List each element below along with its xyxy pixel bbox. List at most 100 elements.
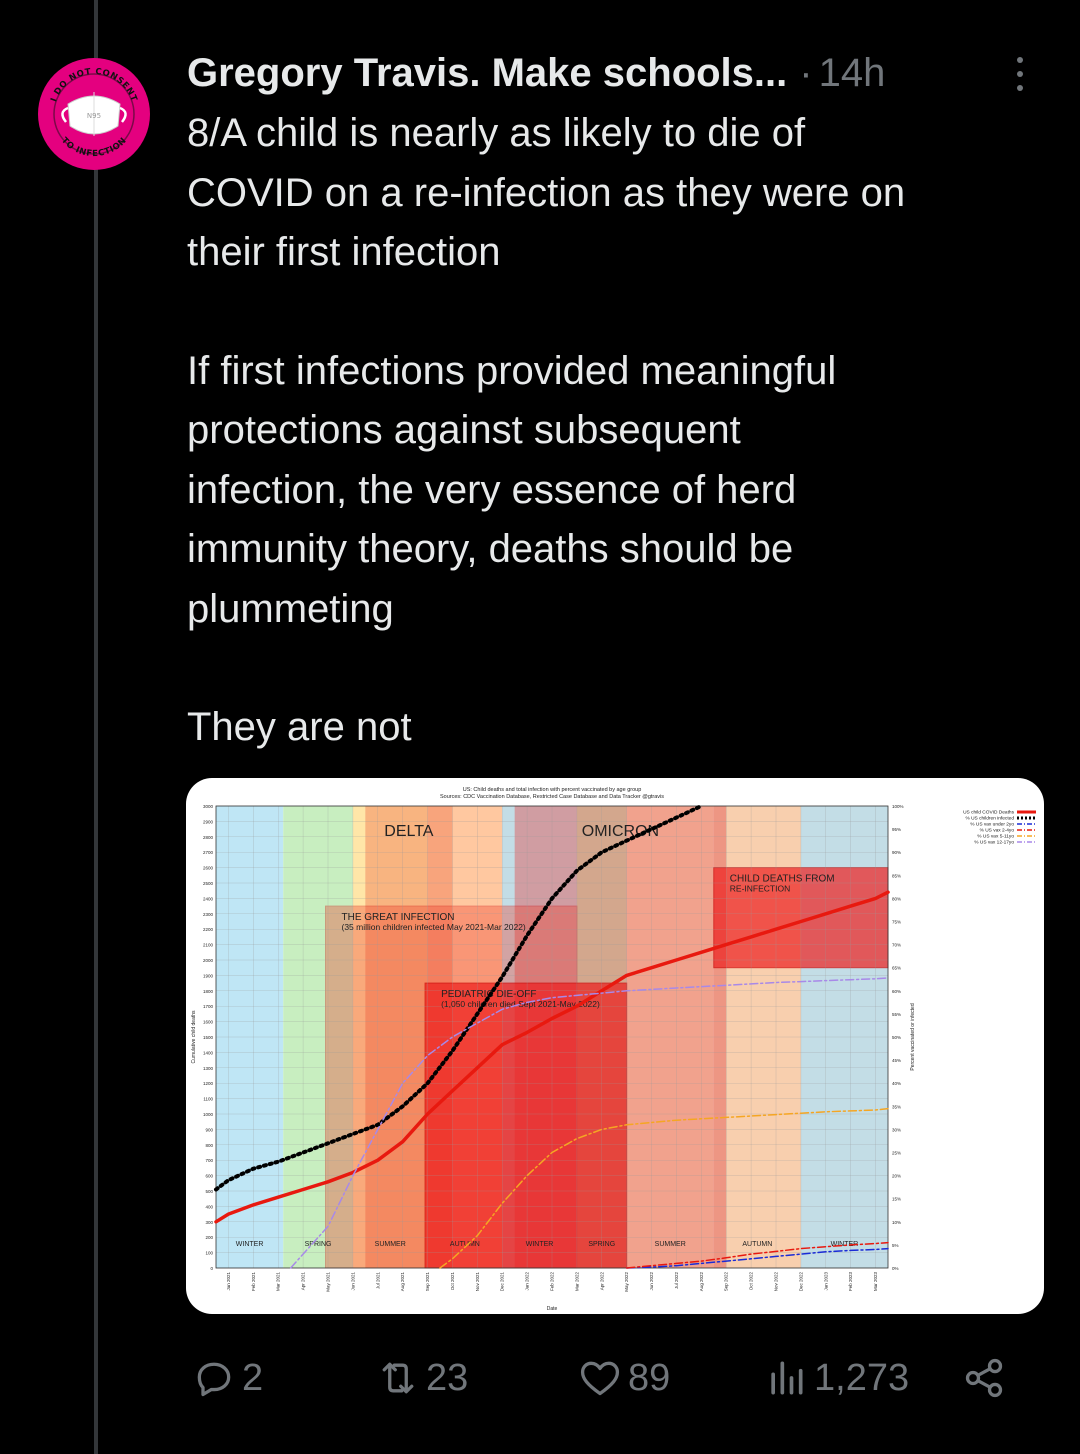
y-tick-label: 2600 (203, 866, 214, 871)
variant-label: DELTA (384, 823, 434, 840)
annotation-label: THE GREAT INFECTION (342, 912, 455, 923)
season-label: SPRING (305, 1241, 332, 1248)
annotation-label: RE-INFECTION (730, 884, 790, 894)
like-count: 89 (628, 1356, 671, 1399)
y-tick-label: 200 (205, 1235, 213, 1240)
chart: WINTER SPRING SUMMER AUTUMN WINTER SPRING SUMM… (191, 787, 1036, 1312)
tweet-text-line: immunity theory, deaths should be (187, 527, 794, 571)
x-tick-label: Jan 2021 (226, 1272, 231, 1291)
x-tick-label: Jun 2022 (649, 1272, 654, 1291)
y2-tick-label: 5% (892, 1243, 899, 1248)
mask-badge-icon: N95 (61, 92, 127, 136)
views-chart-icon (771, 1361, 803, 1395)
series-line (439, 1107, 889, 1269)
legend-label: % US vax 5-11yo (977, 834, 1014, 840)
series-line (214, 890, 890, 1224)
y-tick-label: 1600 (203, 1020, 214, 1025)
chart-subtitle: Sources: CDC Vaccination Database, Restr… (440, 794, 664, 800)
x-tick-label: Sep 2021 (425, 1272, 430, 1292)
author-name[interactable]: Gregory Travis. Make schools... (187, 50, 788, 95)
x-tick-label: Feb 2022 (550, 1272, 555, 1292)
more-dots-vertical-icon[interactable] (1010, 54, 1030, 94)
tweet-text-line: 8/A child is nearly as likely to die of (187, 111, 806, 155)
season-label: WINTER (236, 1241, 264, 1248)
y-tick-label: 1100 (203, 1097, 213, 1102)
x-tick-label: Oct 2022 (749, 1272, 754, 1291)
y-tick-label: 1800 (203, 989, 214, 994)
y2-tick-label: 40% (892, 1081, 901, 1086)
tweet-text-line: protections against subsequent (187, 408, 741, 452)
heart-icon (580, 1361, 620, 1396)
x-tick-label: Aug 2021 (400, 1272, 405, 1292)
y-tick-label: 3000 (203, 804, 214, 809)
y-tick-label: 1700 (203, 1004, 214, 1009)
x-tick-label: Sep 2022 (724, 1272, 729, 1292)
share-button[interactable] (962, 1346, 1012, 1410)
series-line (289, 977, 889, 1269)
y-tick-label: 1500 (203, 1035, 214, 1040)
x-tick-label: Nov 2022 (774, 1272, 779, 1292)
views-count: 1,273 (814, 1356, 910, 1399)
y-tick-label: 900 (205, 1127, 213, 1132)
thread-line (94, 0, 98, 1454)
y2-tick-label: 45% (892, 1058, 901, 1063)
x-tick-label: Apr 2022 (599, 1272, 604, 1291)
legend-label: % US children infected (965, 816, 1014, 822)
y-tick-label: 2200 (203, 927, 214, 932)
y2-tick-label: 65% (892, 966, 901, 971)
season-label: SPRING (588, 1241, 615, 1248)
annotation-label: (1,050 children died Sept 2021-May 2022) (441, 999, 600, 1009)
y2-tick-label: 95% (892, 827, 901, 832)
y-tick-label: 2800 (203, 835, 214, 840)
y2-tick-label: 0% (892, 1266, 899, 1271)
y-axis-label: Cumulative child deaths (191, 1010, 197, 1064)
y2-tick-label: 90% (892, 850, 901, 855)
avatar[interactable]: I DO NOT CONSENT TO INFECTION N95 (36, 56, 152, 172)
reply-button[interactable]: 2 (192, 1346, 263, 1410)
header-separator: · (799, 50, 813, 95)
tweet-actions: 2 23 89 1,273 (186, 1346, 1016, 1410)
x-tick-label: Jan 2023 (823, 1272, 828, 1291)
tweet-text-line: infection, the very essence of herd (187, 467, 797, 512)
annotation-box (424, 982, 628, 1269)
y2-tick-label: 25% (892, 1151, 901, 1156)
series-line (625, 1241, 889, 1269)
y2-tick-label: 60% (892, 989, 901, 994)
y2-tick-label: 75% (892, 920, 901, 925)
views-button[interactable]: 1,273 (764, 1346, 909, 1410)
y-tick-label: 600 (205, 1174, 213, 1179)
season-label: SUMMER (375, 1241, 406, 1248)
season-label: WINTER (526, 1241, 554, 1248)
y-tick-label: 2000 (203, 958, 214, 963)
y2-tick-label: 15% (892, 1197, 901, 1202)
season-label: AUTUMN (742, 1241, 772, 1248)
reply-count: 2 (242, 1356, 264, 1399)
retweet-count: 23 (426, 1356, 469, 1399)
tweet-media-chart[interactable]: WINTER SPRING SUMMER AUTUMN WINTER SPRING SUMM… (186, 778, 1044, 1314)
x-tick-label: Dec 2021 (500, 1272, 505, 1292)
y-tick-label: 2700 (203, 850, 214, 855)
y-tick-label: 2500 (203, 881, 214, 886)
y2-tick-label: 35% (892, 1104, 901, 1109)
share-icon (965, 1358, 1003, 1398)
like-button[interactable]: 89 (578, 1346, 670, 1410)
annotation-label: CHILD DEATHS FROM (730, 874, 835, 885)
retweet-button[interactable]: 23 (376, 1346, 468, 1410)
retweet-icon (382, 1362, 414, 1394)
x-tick-label: Jul 2022 (674, 1272, 679, 1290)
legend-label: % US vax 12-17yo (974, 840, 1014, 846)
tweet-timestamp[interactable]: 14h (818, 50, 886, 95)
legend-label: % US vax 2-4yo (980, 828, 1015, 834)
y2-tick-label: 100% (892, 804, 904, 809)
y-tick-label: 1300 (203, 1066, 214, 1071)
avatar-mask-label: N95 (87, 112, 101, 120)
tweet-text-line: their first infection (187, 230, 501, 274)
y-tick-label: 300 (205, 1220, 213, 1225)
y2-axis-label: Percent vaccinated or infected (910, 1003, 916, 1070)
x-axis-label: Date (547, 1306, 558, 1312)
x-tick-label: Apr 2021 (301, 1272, 306, 1291)
y-tick-label: 2400 (203, 896, 214, 901)
x-tick-label: Jul 2021 (375, 1272, 380, 1290)
y-tick-label: 400 (205, 1204, 213, 1209)
y2-tick-label: 10% (892, 1220, 901, 1225)
